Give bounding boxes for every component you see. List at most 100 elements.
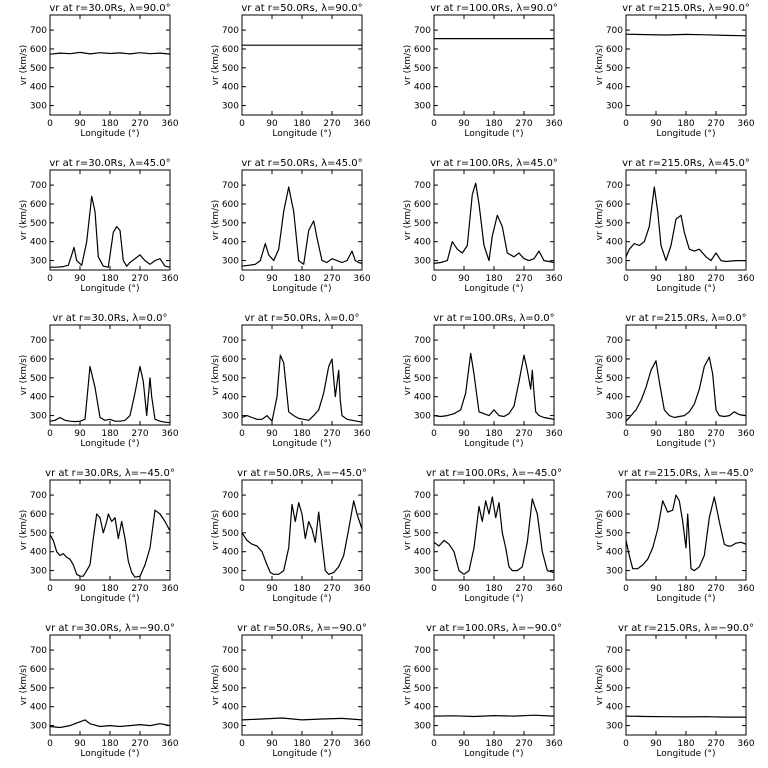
vr-series-line xyxy=(625,356,747,422)
x-tick-label: 90 xyxy=(266,739,278,749)
plot-frame xyxy=(49,324,171,426)
plot-frame xyxy=(241,169,363,271)
x-axis-label: Longitude (°) xyxy=(464,439,523,449)
chart-panel: vr at r=30.0Rs, λ=−90.0° 0 90 180 270 360 300 4… xyxy=(19,623,179,759)
y-tick-label: 300 xyxy=(30,567,47,577)
y-tick-label: 600 xyxy=(222,665,239,675)
chart-title: vr at r=50.0Rs, λ=−90.0° xyxy=(237,623,367,634)
x-tick-label: 180 xyxy=(485,739,502,749)
x-tick-label: 360 xyxy=(737,274,754,284)
x-tick-label: 0 xyxy=(623,739,629,749)
vr-series-line xyxy=(625,186,746,263)
y-tick-label: 600 xyxy=(606,355,623,365)
x-tick-label: 360 xyxy=(161,119,178,129)
x-tick-label: 0 xyxy=(431,739,437,749)
plot-frame xyxy=(625,479,747,581)
y-tick-label: 600 xyxy=(30,665,47,675)
x-tick-label: 360 xyxy=(353,274,370,284)
x-tick-label: 360 xyxy=(545,119,562,129)
chart-panel: vr at r=100.0Rs, λ=0.0° 0 90 180 270 360 300 40… xyxy=(403,313,563,449)
chart-title: vr at r=100.0Rs, λ=−45.0° xyxy=(426,468,562,479)
y-tick-label: 700 xyxy=(30,26,47,36)
x-tick-label: 0 xyxy=(47,739,53,749)
x-tick-label: 90 xyxy=(650,429,662,439)
y-tick-label: 400 xyxy=(606,238,623,248)
x-tick-label: 180 xyxy=(677,274,694,284)
x-tick-label: 180 xyxy=(293,584,310,594)
y-tick-label: 500 xyxy=(30,219,47,229)
x-tick-label: 270 xyxy=(131,739,148,749)
y-tick-label: 400 xyxy=(222,238,239,248)
x-tick-label: 0 xyxy=(623,584,629,594)
x-tick-label: 0 xyxy=(431,429,437,439)
y-tick-label: 400 xyxy=(414,548,431,558)
y-tick-label: 400 xyxy=(30,393,47,403)
y-tick-label: 500 xyxy=(30,529,47,539)
chart-panel: vr at r=100.0Rs, λ=−90.0° 0 90 180 270 360 300… xyxy=(403,623,563,759)
y-tick-label: 600 xyxy=(30,510,47,520)
y-tick-label: 300 xyxy=(222,257,239,267)
chart-panel: vr at r=50.0Rs, λ=45.0° 0 90 180 270 360 300 40… xyxy=(211,158,371,294)
vr-series-line xyxy=(625,715,746,718)
chart-title: vr at r=50.0Rs, λ=−45.0° xyxy=(237,468,367,479)
x-tick-label: 270 xyxy=(515,274,532,284)
chart-panel: vr at r=215.0Rs, λ=90.0° 0 90 180 270 360 300 4… xyxy=(595,3,755,139)
vr-series-line xyxy=(625,33,747,37)
x-tick-label: 0 xyxy=(623,429,629,439)
y-tick-label: 500 xyxy=(414,529,431,539)
y-tick-label: 600 xyxy=(30,355,47,365)
x-tick-label: 90 xyxy=(650,739,662,749)
y-tick-label: 500 xyxy=(414,64,431,74)
x-tick-label: 180 xyxy=(485,584,502,594)
y-tick-label: 400 xyxy=(30,238,47,248)
y-tick-label: 300 xyxy=(414,412,431,422)
y-tick-label: 500 xyxy=(414,219,431,229)
y-axis-label: vr (km/s) xyxy=(403,200,413,241)
vr-series-line xyxy=(49,365,171,424)
vr-series-line xyxy=(241,500,363,575)
y-axis-label: vr (km/s) xyxy=(211,45,221,86)
y-tick-label: 300 xyxy=(414,567,431,577)
plot-frame xyxy=(49,634,171,736)
vr-series-line xyxy=(625,494,747,572)
y-tick-label: 700 xyxy=(414,646,431,656)
y-tick-label: 600 xyxy=(414,665,431,675)
y-tick-label: 700 xyxy=(30,646,47,656)
y-axis-label: vr (km/s) xyxy=(19,355,29,396)
y-tick-label: 700 xyxy=(30,491,47,501)
y-tick-label: 500 xyxy=(222,219,239,229)
x-axis-label: Longitude (°) xyxy=(80,594,139,604)
y-tick-label: 700 xyxy=(222,646,239,656)
chart-panel: vr at r=100.0Rs, λ=−45.0° 0 90 180 270 360 300… xyxy=(403,468,563,604)
x-tick-label: 90 xyxy=(650,119,662,129)
x-tick-label: 180 xyxy=(101,119,118,129)
vr-series-line xyxy=(49,719,171,729)
x-tick-label: 270 xyxy=(707,274,724,284)
y-tick-label: 600 xyxy=(606,45,623,55)
x-axis-label: Longitude (°) xyxy=(656,749,715,759)
y-tick-label: 700 xyxy=(222,26,239,36)
x-tick-label: 180 xyxy=(677,739,694,749)
x-axis-label: Longitude (°) xyxy=(464,129,523,139)
x-tick-label: 90 xyxy=(74,429,86,439)
y-axis-label: vr (km/s) xyxy=(595,45,605,86)
y-tick-label: 700 xyxy=(414,491,431,501)
x-tick-label: 180 xyxy=(293,119,310,129)
y-tick-label: 400 xyxy=(606,83,623,93)
y-axis-label: vr (km/s) xyxy=(595,665,605,706)
chart-panel: vr at r=30.0Rs, λ=−45.0° 0 90 180 270 360 300 4… xyxy=(19,468,179,604)
y-tick-label: 700 xyxy=(414,181,431,191)
x-tick-label: 270 xyxy=(707,739,724,749)
x-axis-label: Longitude (°) xyxy=(656,129,715,139)
vr-series-line xyxy=(49,51,171,55)
y-axis-label: vr (km/s) xyxy=(211,510,221,551)
y-axis-label: vr (km/s) xyxy=(595,510,605,551)
y-tick-label: 400 xyxy=(222,548,239,558)
y-tick-label: 300 xyxy=(30,722,47,732)
x-tick-label: 90 xyxy=(458,119,470,129)
y-axis-label: vr (km/s) xyxy=(403,45,413,86)
x-tick-label: 0 xyxy=(47,584,53,594)
y-tick-label: 500 xyxy=(606,219,623,229)
y-axis-label: vr (km/s) xyxy=(19,665,29,706)
